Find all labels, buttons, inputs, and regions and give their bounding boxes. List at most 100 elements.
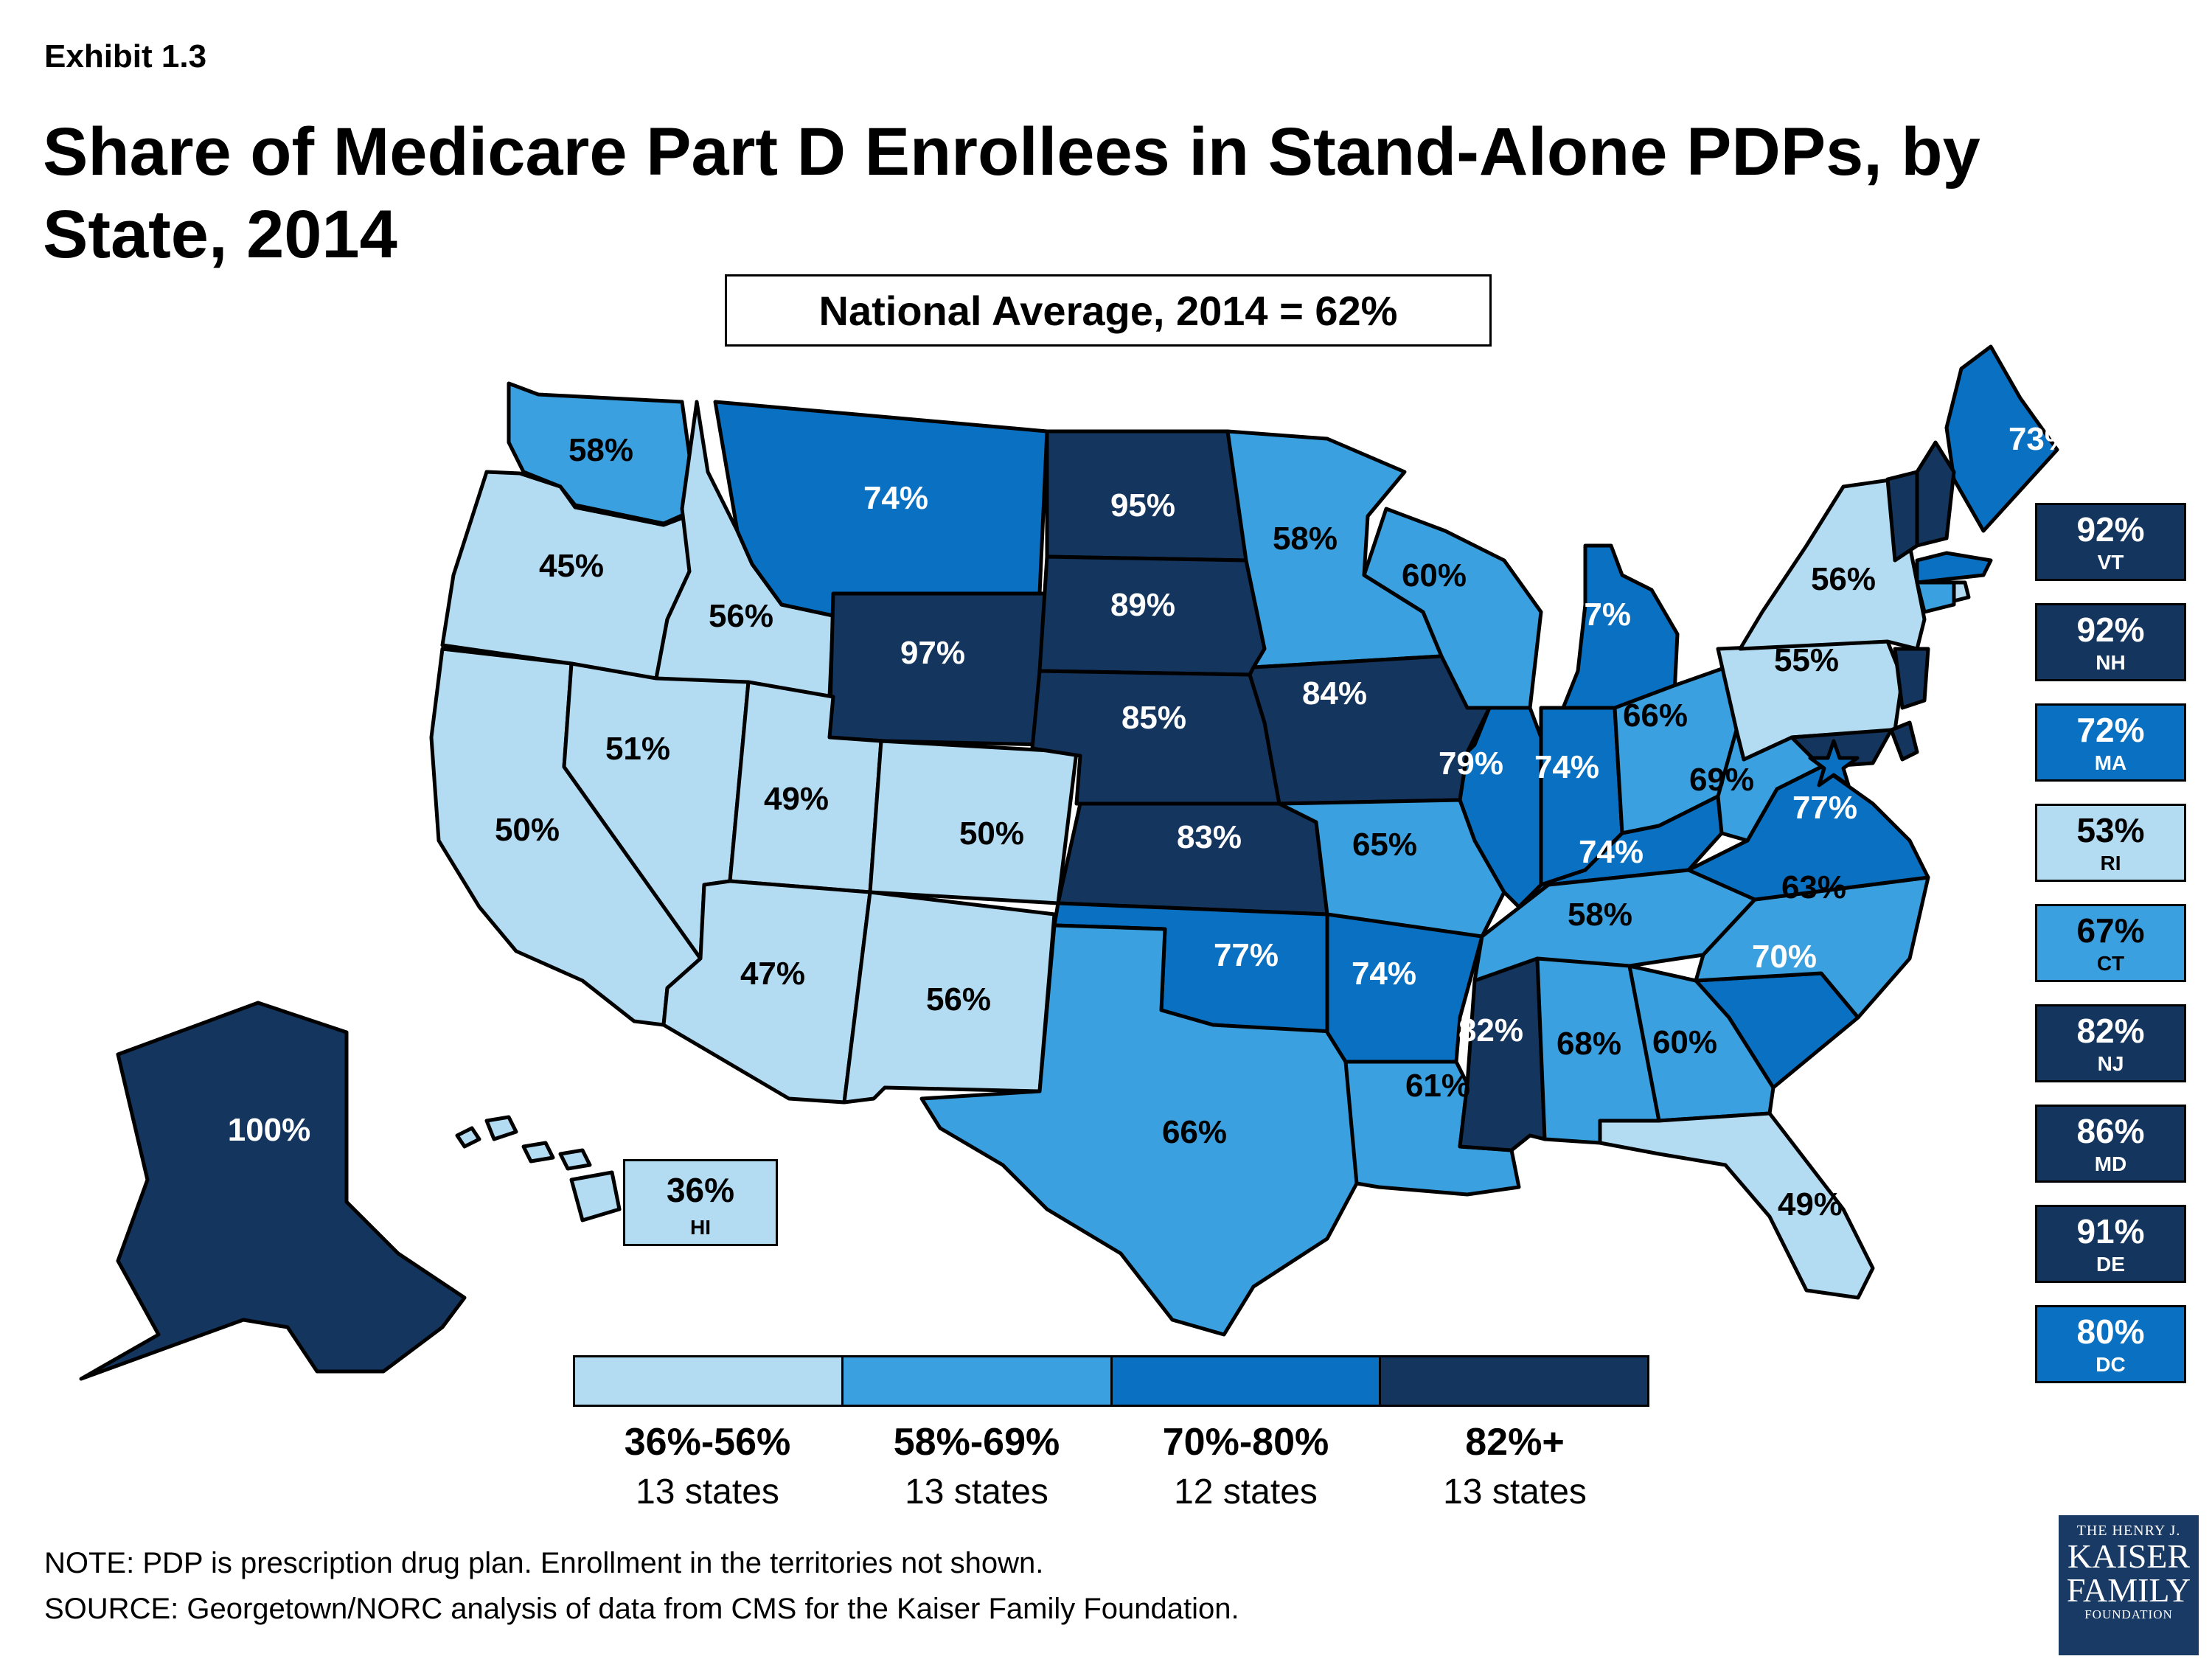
state-label-tn: 58% <box>1568 897 1632 933</box>
state-label-wy: 97% <box>900 635 965 671</box>
legend-range: 82%+ <box>1465 1421 1565 1464</box>
small-state-abbr: DE <box>2096 1253 2125 1276</box>
state-label-nc: 63% <box>1781 869 1846 905</box>
small-state-abbr: MD <box>2094 1152 2127 1175</box>
hawaii-abbr: HI <box>690 1216 711 1239</box>
state-ri <box>1952 580 1971 603</box>
footnote: NOTE: PDP is prescription drug plan. Enr… <box>44 1547 1044 1579</box>
hawaii-island <box>455 1126 481 1149</box>
small-state-value: 92% <box>2076 510 2145 549</box>
legend-swatch-tier3 <box>1112 1357 1381 1405</box>
state-label-ks: 83% <box>1177 819 1242 855</box>
logo-line: KAISER <box>2067 1537 2191 1575</box>
small-state-box-nh: 92% NH <box>2035 603 2186 681</box>
small-state-value: 72% <box>2076 711 2145 749</box>
small-state-abbr: VT <box>2097 551 2124 574</box>
source-note: SOURCE: Georgetown/NORC analysis of data… <box>44 1593 1239 1625</box>
state-label-ms: 82% <box>1458 1012 1523 1048</box>
legend-item: 82%+ 13 states <box>1380 1407 1649 1512</box>
state-me <box>1944 344 2059 533</box>
state-label-nm: 56% <box>926 981 991 1018</box>
small-state-box-vt: 92% VT <box>2035 503 2186 581</box>
state-label-ca: 50% <box>495 812 560 848</box>
small-state-box-dc: 80% DC <box>2035 1305 2186 1383</box>
state-label-va: 77% <box>1792 790 1857 826</box>
small-state-box-ri: 53% RI <box>2035 804 2186 882</box>
small-state-abbr: MA <box>2094 751 2127 774</box>
legend-count: 13 states <box>636 1472 779 1512</box>
state-label-fl: 49% <box>1778 1186 1843 1222</box>
legend-count: 12 states <box>1174 1472 1318 1512</box>
state-label-oh: 66% <box>1623 698 1688 734</box>
small-state-box-de: 91% DE <box>2035 1205 2186 1283</box>
small-state-value: 67% <box>2076 911 2145 950</box>
small-state-abbr: RI <box>2100 852 2121 874</box>
state-label-nv: 51% <box>605 731 670 767</box>
legend-swatch-tier2 <box>844 1357 1113 1405</box>
state-nh <box>1915 440 1956 548</box>
state-label-mt: 74% <box>863 480 928 516</box>
state-de <box>1889 720 1919 762</box>
state-label-ne: 85% <box>1121 700 1186 736</box>
hawaii-island <box>558 1148 592 1171</box>
state-label-ak: 100% <box>228 1112 311 1148</box>
hawaii-value: 36% <box>666 1171 735 1209</box>
state-label-tx: 66% <box>1162 1114 1227 1150</box>
state-ct <box>1915 580 1956 614</box>
state-la <box>1343 1060 1521 1197</box>
small-state-abbr: NH <box>2096 651 2126 674</box>
state-label-sd: 89% <box>1110 587 1175 623</box>
logo-line: THE HENRY J. <box>2076 1523 2181 1539</box>
state-label-wi: 60% <box>1402 557 1467 594</box>
state-label-ok: 77% <box>1214 937 1279 973</box>
state-tx <box>919 923 1359 1337</box>
small-state-box-nj: 82% NJ <box>2035 1004 2186 1082</box>
state-ma <box>1915 551 1993 585</box>
small-state-value: 53% <box>2076 811 2145 849</box>
legend-count: 13 states <box>1443 1472 1587 1512</box>
state-label-ny: 56% <box>1811 561 1876 597</box>
legend-swatch-tier1 <box>575 1357 844 1405</box>
state-ak <box>79 1001 467 1381</box>
state-label-ar: 74% <box>1352 956 1416 992</box>
state-label-co: 50% <box>959 815 1024 852</box>
small-state-box-ct: 67% CT <box>2035 904 2186 982</box>
logo-line: FAMILY <box>2066 1571 2191 1609</box>
state-label-ky: 74% <box>1579 834 1644 870</box>
state-label-nd: 95% <box>1110 487 1175 524</box>
small-state-box-ma: 72% MA <box>2035 703 2186 782</box>
legend: 36%-56% 13 states 58%-69% 13 states 70%-80… <box>573 1355 1649 1512</box>
page-title: Share of Medicare Part D Enrollees in St… <box>43 114 1980 272</box>
logo-line: FOUNDATION <box>2084 1607 2173 1621</box>
hawaii-value-box: 36% HI <box>623 1159 778 1246</box>
small-state-value: 91% <box>2076 1212 2145 1251</box>
hawaii-island <box>569 1170 622 1222</box>
state-label-il: 79% <box>1439 745 1503 782</box>
state-mi <box>1561 543 1680 710</box>
legend-color-bar <box>573 1355 1649 1407</box>
state-label-in: 74% <box>1534 749 1599 785</box>
state-label-ia: 84% <box>1302 675 1367 712</box>
state-wi <box>1362 507 1543 710</box>
exhibit-number: Exhibit 1.3 <box>44 38 207 74</box>
state-label-az: 47% <box>740 956 805 992</box>
state-label-mi: 77% <box>1566 597 1631 633</box>
state-label-or: 45% <box>539 548 604 584</box>
state-label-wv: 69% <box>1689 762 1754 798</box>
state-label-mo: 65% <box>1352 827 1417 863</box>
state-label-ut: 49% <box>764 781 829 817</box>
small-state-abbr: CT <box>2096 952 2125 975</box>
state-label-wa: 58% <box>568 432 633 468</box>
state-ms <box>1458 956 1547 1152</box>
legend-swatch-tier4 <box>1380 1357 1647 1405</box>
state-label-sc: 70% <box>1752 939 1817 975</box>
legend-count: 13 states <box>905 1472 1048 1512</box>
state-label-al: 68% <box>1557 1026 1621 1062</box>
state-nj <box>1893 647 1930 710</box>
small-state-value: 92% <box>2076 611 2145 649</box>
legend-range: 36%-56% <box>624 1421 791 1464</box>
legend-item: 58%-69% 13 states <box>842 1407 1111 1512</box>
dc-star-icon <box>1808 739 1860 787</box>
legend-range: 70%-80% <box>1162 1421 1329 1464</box>
